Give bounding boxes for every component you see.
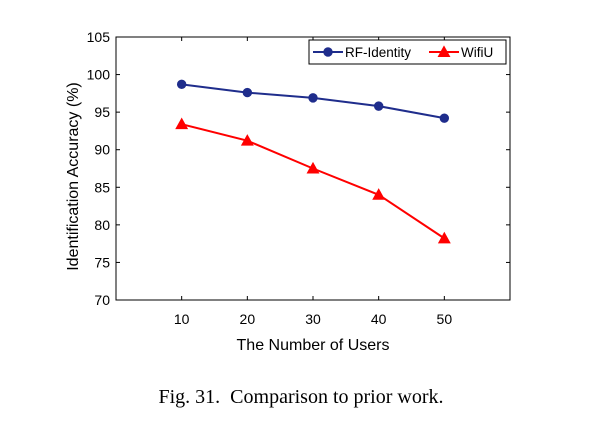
data-point xyxy=(176,79,187,90)
series-line xyxy=(181,123,445,240)
data-point xyxy=(373,101,384,111)
y-tick-label: 105 xyxy=(87,29,111,45)
series-wifiu xyxy=(175,117,451,244)
data-point xyxy=(308,93,318,103)
y-axis-label: Identification Accuracy (%) xyxy=(65,82,82,271)
y-tick-label: 75 xyxy=(94,254,110,270)
legend-entry: WifiU xyxy=(429,45,493,60)
data-point xyxy=(306,161,320,174)
series xyxy=(175,79,451,244)
x-tick-label: 10 xyxy=(174,311,190,327)
y-tick-label: 85 xyxy=(94,179,110,195)
data-point xyxy=(175,117,189,130)
line-chart: 70 75 80 85 90 95 100 105 10 20 30 40 50 RF-Identity… xyxy=(65,29,511,354)
y-tick-label: 80 xyxy=(94,217,110,233)
y-tick-label: 70 xyxy=(94,292,110,308)
y-tick-label: 100 xyxy=(87,67,111,83)
series-rf-identity xyxy=(176,79,450,123)
data-point xyxy=(437,231,451,244)
legend-entry: RF-Identity xyxy=(313,45,411,60)
x-tick-label: 40 xyxy=(371,311,387,327)
y-tick-label: 90 xyxy=(94,142,110,158)
data-point xyxy=(240,134,254,146)
x-tick-label: 20 xyxy=(240,311,256,327)
data-point xyxy=(242,87,253,98)
x-tick-label: 50 xyxy=(437,311,453,327)
y-tick-label: 95 xyxy=(94,104,110,120)
data-point xyxy=(372,188,386,200)
data-point xyxy=(439,113,450,123)
figure-caption: Fig. 31. Comparison to prior work. xyxy=(158,386,444,408)
x-tick-label: 30 xyxy=(305,311,321,327)
legend-swatch-marker xyxy=(323,47,333,57)
legend-swatch-marker xyxy=(437,45,451,57)
legend-label: RF-Identity xyxy=(345,45,411,60)
legend-label: WifiU xyxy=(461,45,493,60)
x-axis-label: The Number of Users xyxy=(237,337,390,354)
ticks: 70 75 80 85 90 95 100 105 10 20 30 40 50 xyxy=(87,29,510,327)
legend: RF-Identity WifiU xyxy=(308,39,507,65)
